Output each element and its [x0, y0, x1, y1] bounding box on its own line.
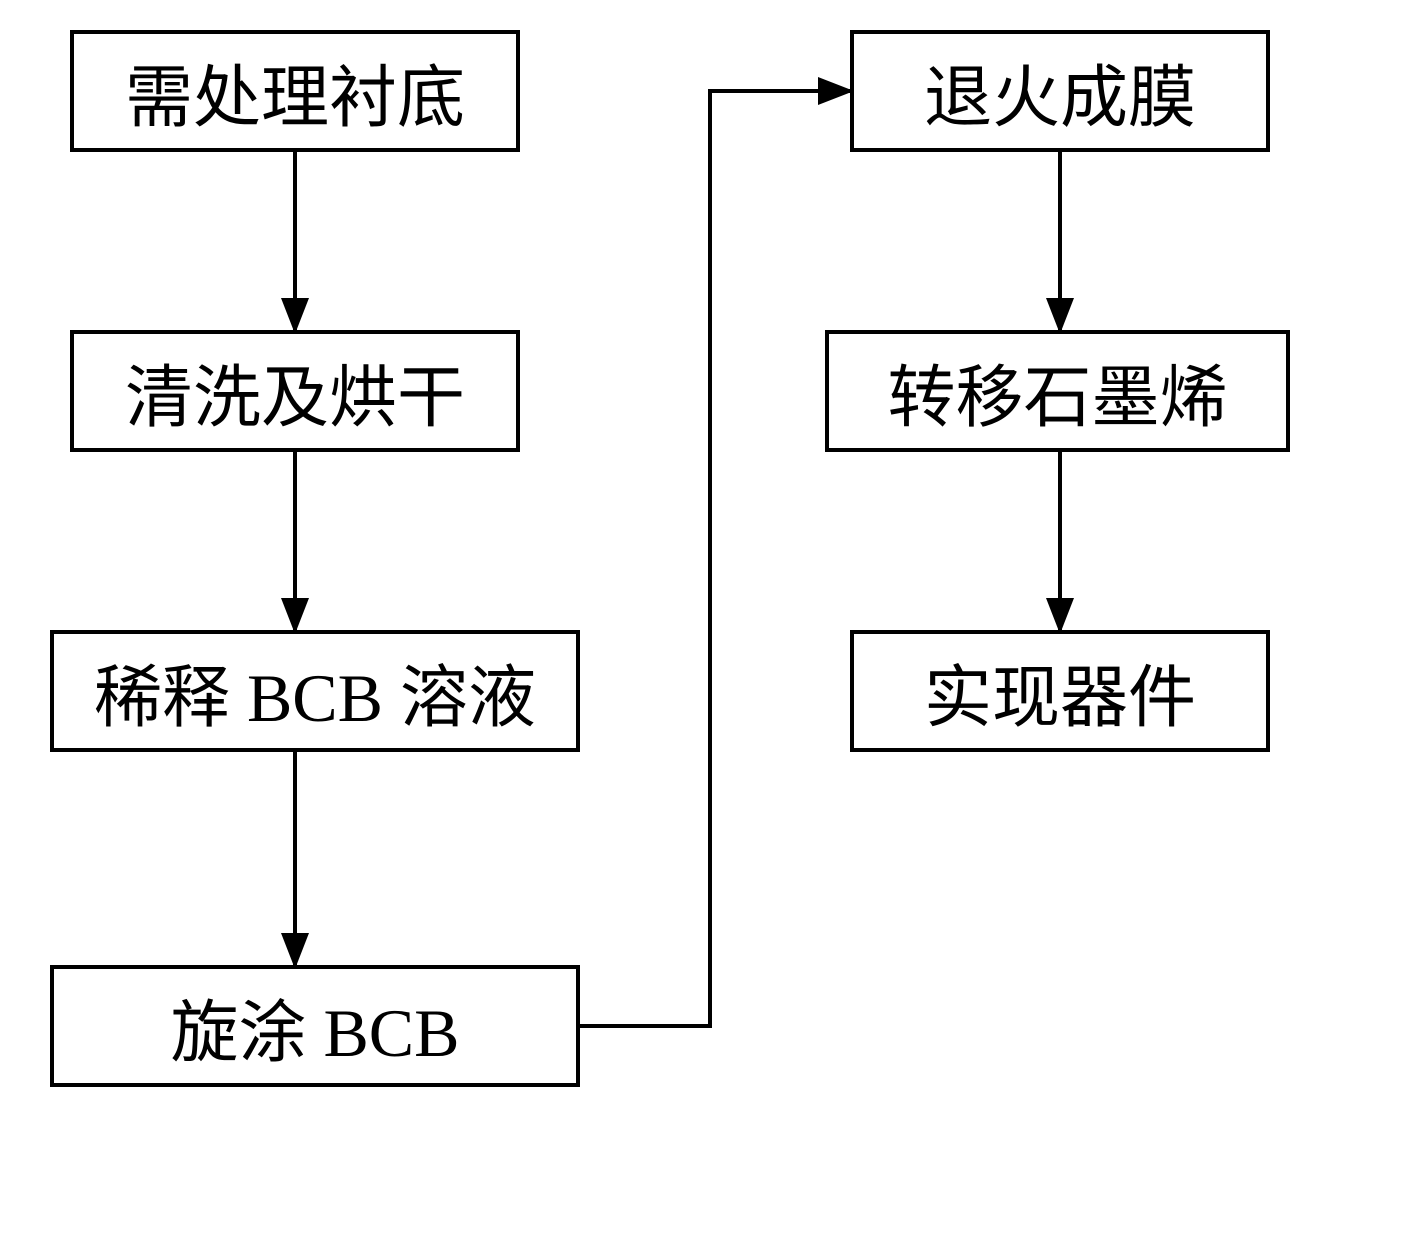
flowchart-node-n1: 需处理衬底: [70, 30, 520, 152]
flowchart-node-label: 旋涂 BCB: [170, 977, 459, 1076]
flowchart-node-n3: 稀释 BCB 溶液: [50, 630, 580, 752]
flowchart-node-label: 需处理衬底: [125, 42, 465, 141]
flowchart-node-n7: 实现器件: [850, 630, 1270, 752]
flowchart-node-n4: 旋涂 BCB: [50, 965, 580, 1087]
flowchart-node-label: 实现器件: [924, 642, 1196, 741]
flowchart-edge-n4-n5: [580, 91, 850, 1026]
flowchart-node-label: 清洗及烘干: [125, 342, 465, 441]
flowchart: 需处理衬底清洗及烘干稀释 BCB 溶液旋涂 BCB 退火成膜转移石墨烯实现器件: [50, 30, 1360, 1220]
flowchart-node-label: 稀释 BCB 溶液: [94, 642, 536, 741]
flowchart-node-label: 退火成膜: [924, 42, 1196, 141]
flowchart-node-label: 转移石墨烯: [887, 342, 1227, 441]
flowchart-node-n2: 清洗及烘干: [70, 330, 520, 452]
flowchart-node-n6: 转移石墨烯: [825, 330, 1290, 452]
flowchart-node-n5: 退火成膜: [850, 30, 1270, 152]
